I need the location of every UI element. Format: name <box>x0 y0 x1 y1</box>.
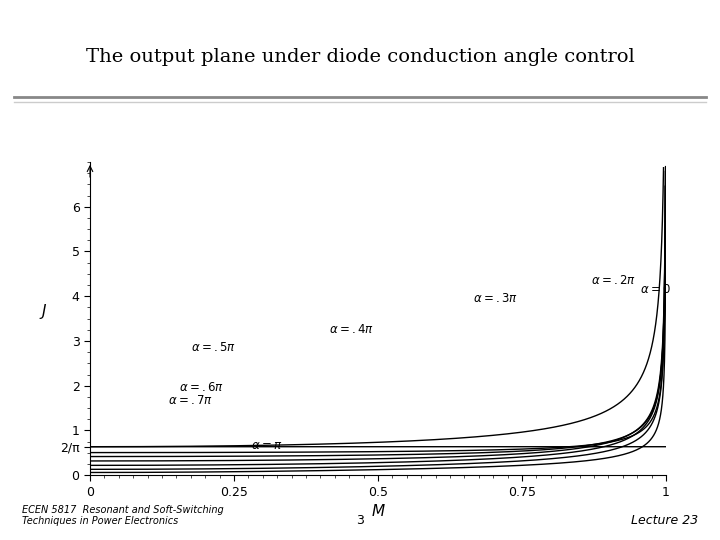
X-axis label: M: M <box>372 504 384 519</box>
Text: $\alpha = .6\pi$: $\alpha = .6\pi$ <box>179 381 224 394</box>
Text: $\alpha = .3\pi$: $\alpha = .3\pi$ <box>473 292 518 305</box>
Text: $\alpha = .5\pi$: $\alpha = .5\pi$ <box>191 341 235 354</box>
Text: $\alpha = .4\pi$: $\alpha = .4\pi$ <box>329 323 374 336</box>
Text: $\alpha = .7\pi$: $\alpha = .7\pi$ <box>168 394 212 407</box>
Text: Lecture 23: Lecture 23 <box>631 514 698 526</box>
Text: $\alpha = .2\pi$: $\alpha = .2\pi$ <box>591 274 636 287</box>
Text: $\alpha = \pi$: $\alpha = \pi$ <box>251 439 283 452</box>
Text: The output plane under diode conduction angle control: The output plane under diode conduction … <box>86 48 634 66</box>
Y-axis label: J: J <box>41 303 45 319</box>
Text: 3: 3 <box>356 514 364 526</box>
Text: $\alpha = 0$: $\alpha = 0$ <box>640 283 671 296</box>
Text: ECEN 5817  Resonant and Soft-Switching
Techniques in Power Electronics: ECEN 5817 Resonant and Soft-Switching Te… <box>22 505 223 526</box>
